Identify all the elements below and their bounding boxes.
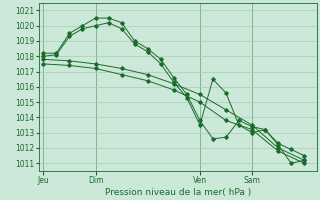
X-axis label: Pression niveau de la mer( hPa ): Pression niveau de la mer( hPa ): [105, 188, 251, 197]
